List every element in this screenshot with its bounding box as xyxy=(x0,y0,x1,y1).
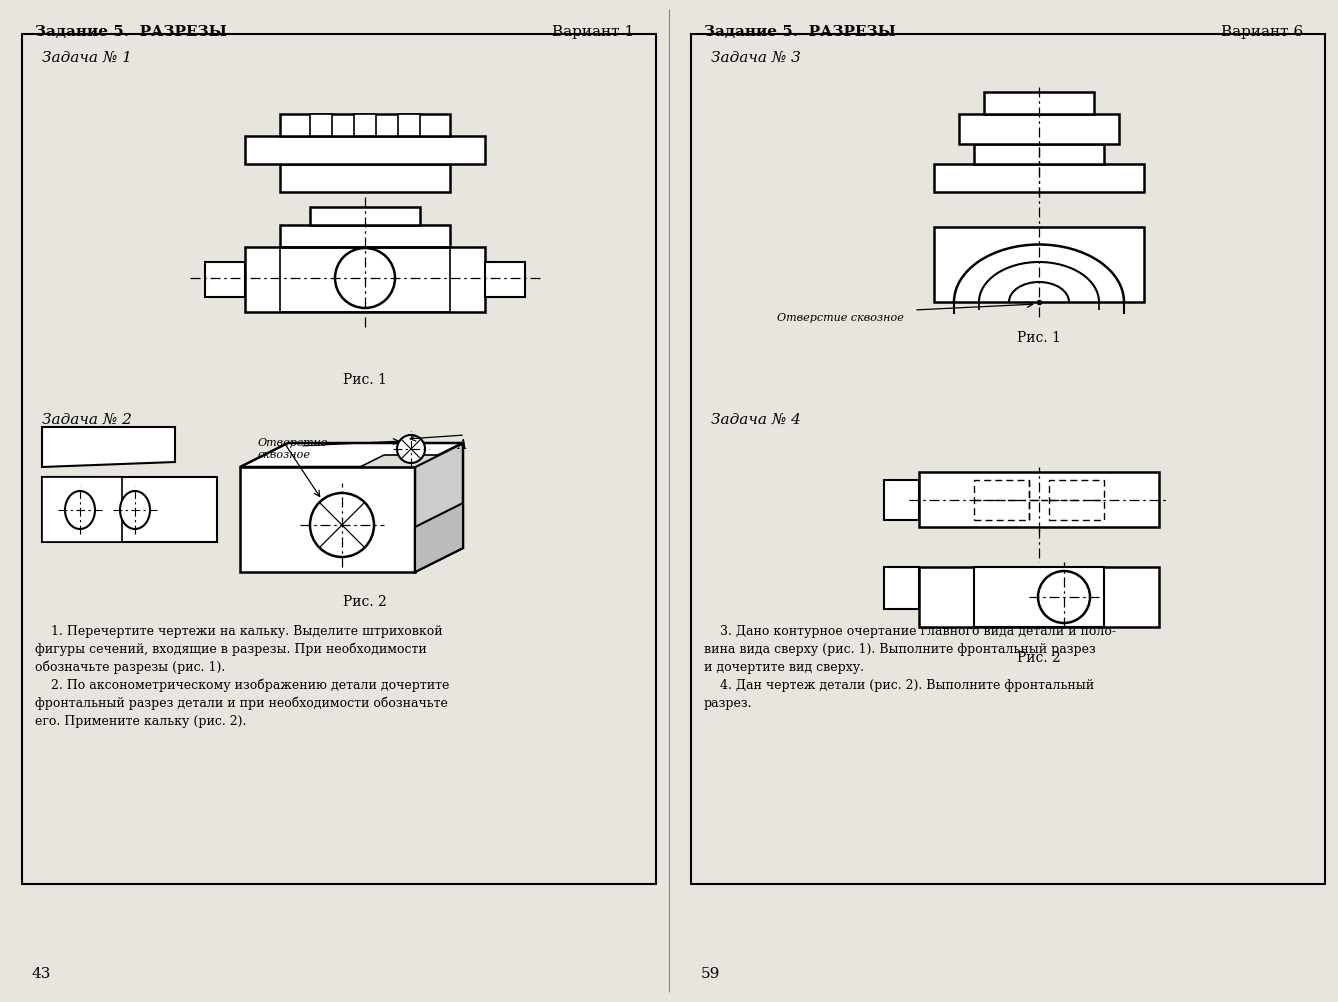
Text: его. Примените кальку (рис. 2).: его. Примените кальку (рис. 2). xyxy=(35,714,246,727)
Bar xyxy=(484,263,524,298)
Text: 43: 43 xyxy=(32,966,51,980)
Text: Вариант 6: Вариант 6 xyxy=(1222,25,1303,39)
Bar xyxy=(41,478,122,542)
Bar xyxy=(1049,481,1104,520)
Text: обозначьте разрезы (рис. 1).: обозначьте разрезы (рис. 1). xyxy=(35,660,225,673)
Text: Рис. 2: Рис. 2 xyxy=(343,594,387,608)
Bar xyxy=(310,207,420,225)
Bar xyxy=(690,35,1325,884)
Polygon shape xyxy=(240,444,463,468)
Bar xyxy=(240,468,415,572)
Polygon shape xyxy=(415,503,463,572)
Circle shape xyxy=(310,494,375,557)
Bar xyxy=(397,115,420,137)
Bar xyxy=(280,165,450,192)
Bar xyxy=(934,165,1144,192)
Bar xyxy=(974,567,1104,627)
Text: Задание 5.  РАЗРЕЗЫ: Задание 5. РАЗРЕЗЫ xyxy=(35,25,227,39)
Text: Отверстие
сквозное: Отверстие сквозное xyxy=(258,438,328,459)
Text: разрез.: разрез. xyxy=(704,696,752,709)
Bar xyxy=(245,247,484,313)
Text: Задание 5.  РАЗРЕЗЫ: Задание 5. РАЗРЕЗЫ xyxy=(704,25,896,39)
Text: Вариант 1: Вариант 1 xyxy=(553,25,634,39)
Text: Отверстие сквозное: Отверстие сквозное xyxy=(777,313,904,323)
Polygon shape xyxy=(360,456,439,468)
Ellipse shape xyxy=(120,492,150,529)
Text: Задача № 3: Задача № 3 xyxy=(710,51,801,65)
Bar xyxy=(280,115,450,137)
Bar xyxy=(280,225,450,247)
Bar xyxy=(41,478,217,542)
Bar xyxy=(310,115,332,137)
Text: фигуры сечений, входящие в разрезы. При необходимости: фигуры сечений, входящие в разрезы. При … xyxy=(35,642,427,656)
Bar xyxy=(280,247,450,313)
Text: 59: 59 xyxy=(701,966,720,980)
Circle shape xyxy=(397,436,425,464)
Bar xyxy=(245,137,484,165)
Text: A: A xyxy=(458,439,467,452)
Text: Задача № 4: Задача № 4 xyxy=(710,413,801,427)
Bar xyxy=(959,115,1119,145)
Polygon shape xyxy=(41,428,175,468)
Bar xyxy=(884,481,919,520)
Bar xyxy=(974,481,1029,520)
Text: и дочертите вид сверху.: и дочертите вид сверху. xyxy=(704,660,864,673)
Text: 3. Дано контурное очертание главного вида детали и поло-: 3. Дано контурное очертание главного вид… xyxy=(704,624,1116,637)
Bar xyxy=(919,473,1159,527)
Bar xyxy=(974,145,1104,165)
Bar xyxy=(205,263,245,298)
Bar xyxy=(983,93,1094,115)
Text: 1. Перечертите чертежи на кальку. Выделите штриховкой: 1. Перечертите чертежи на кальку. Выдели… xyxy=(35,624,443,637)
Text: 2. По аксонометрическому изображению детали дочертите: 2. По аксонометрическому изображению дет… xyxy=(35,678,450,691)
Text: 4. Дан чертеж детали (рис. 2). Выполните фронтальный: 4. Дан чертеж детали (рис. 2). Выполните… xyxy=(704,678,1094,691)
Polygon shape xyxy=(415,444,463,572)
Ellipse shape xyxy=(66,492,95,529)
Text: вина вида сверху (рис. 1). Выполните фронтальный разрез: вина вида сверху (рис. 1). Выполните фро… xyxy=(704,642,1096,655)
Bar xyxy=(934,227,1144,303)
Text: Задача № 2: Задача № 2 xyxy=(41,413,132,427)
Bar xyxy=(21,35,656,884)
Bar xyxy=(355,115,376,137)
Text: Рис. 1: Рис. 1 xyxy=(343,373,387,387)
Circle shape xyxy=(1038,571,1090,623)
Circle shape xyxy=(334,248,395,309)
Text: Рис. 2: Рис. 2 xyxy=(1017,650,1061,664)
Text: Задача № 1: Задача № 1 xyxy=(41,51,132,65)
Bar xyxy=(919,567,1159,627)
Text: фронтальный разрез детали и при необходимости обозначьте: фронтальный разрез детали и при необходи… xyxy=(35,696,448,709)
Bar xyxy=(884,567,919,609)
Text: Рис. 1: Рис. 1 xyxy=(1017,331,1061,345)
